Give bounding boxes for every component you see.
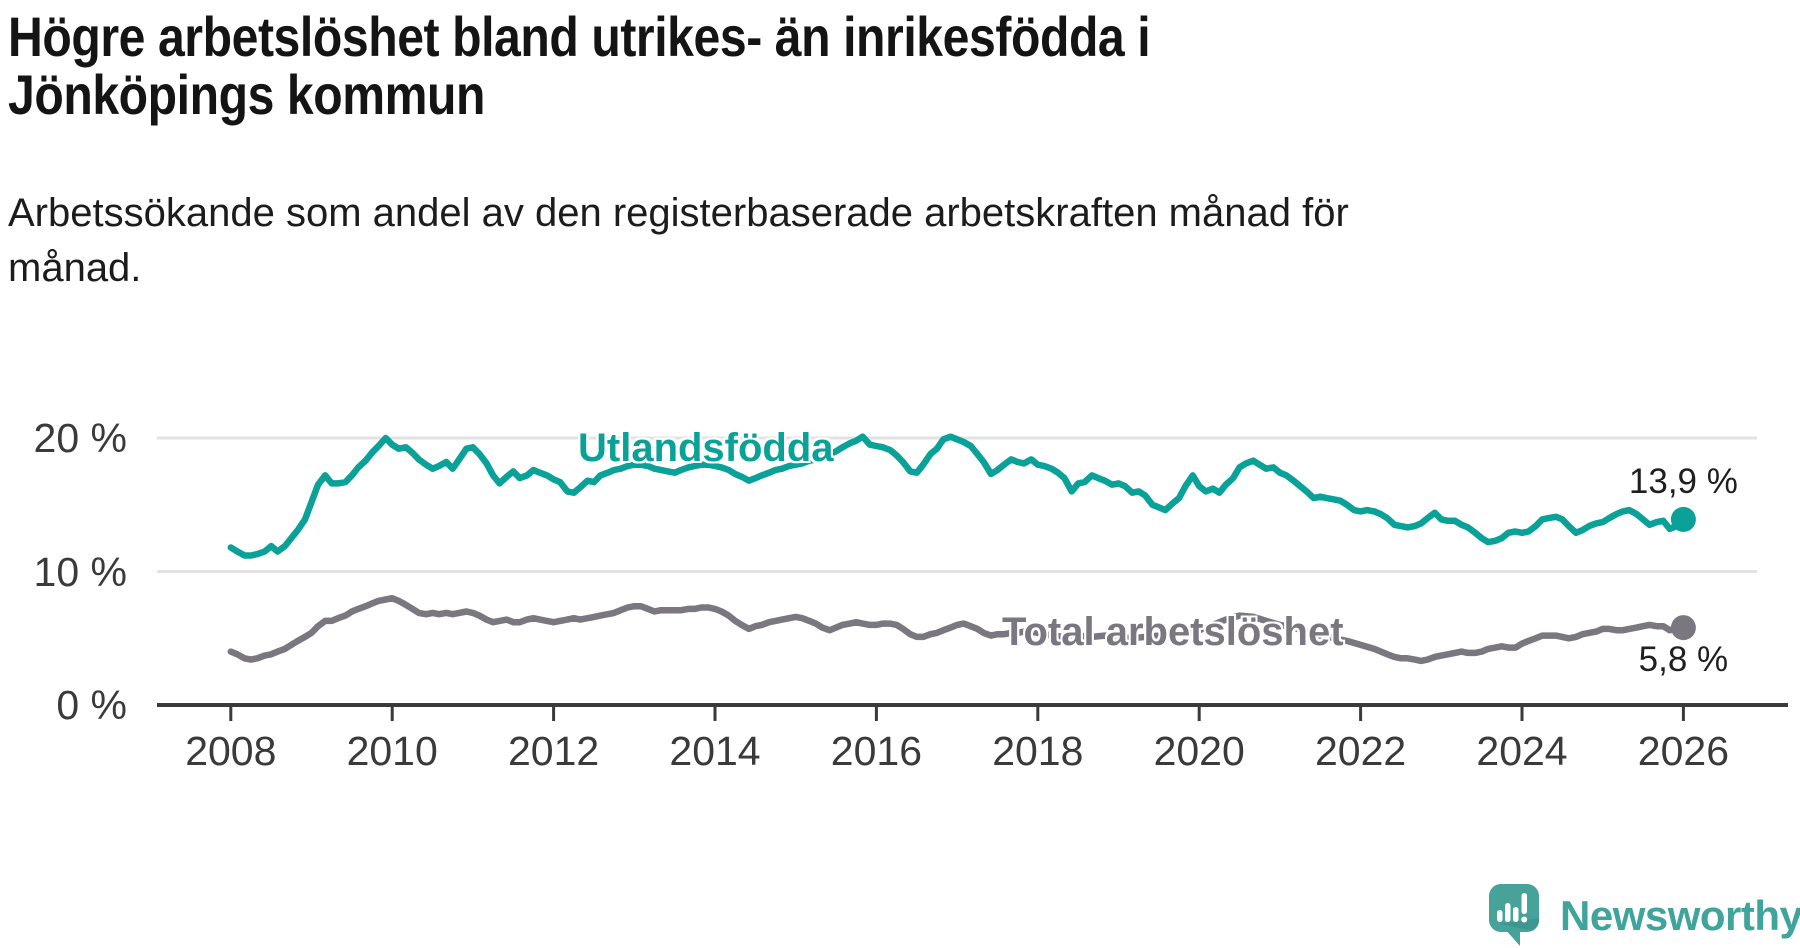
series-line-utlandsfodda <box>227 433 1687 559</box>
y-tick-label-10: 10 % <box>33 548 127 595</box>
title-line-2: Jönköpings kommun <box>8 63 486 126</box>
x-tick-label-2014: 2014 <box>669 728 761 774</box>
chart-subtitle: Arbetssökande som andel av den registerb… <box>8 186 1349 296</box>
page-title: Högre arbetslöshet bland utrikes- än inr… <box>8 5 1151 126</box>
y-tick-label-0: 0 % <box>56 682 127 728</box>
subtitle-line-2: månad. <box>8 246 142 290</box>
series-end-value-utlandsfodda: 13,9 % <box>1628 462 1738 502</box>
x-tick-label-2012: 2012 <box>507 728 600 774</box>
x-tick-label-2008: 2008 <box>185 728 277 774</box>
x-tick-label-2010: 2010 <box>346 728 438 774</box>
y-tick-label-20: 20 % <box>33 415 127 461</box>
subtitle-line-1: Arbetssökande som andel av den registerb… <box>8 191 1349 235</box>
series-line-total-arbetsloshet <box>227 594 1687 665</box>
x-tick-label-2024: 2024 <box>1476 728 1568 774</box>
title-line-1: Högre arbetslöshet bland utrikes- än inr… <box>8 5 1151 68</box>
x-tick-label-2018: 2018 <box>992 728 1084 774</box>
newsworthy-speech-bubble-bar-chart-icon <box>1489 884 1539 946</box>
newsworthy-logo-text: Newsworthy <box>1560 892 1800 939</box>
x-tick-label-2026: 2026 <box>1637 728 1729 774</box>
series-end-dot-total-arbetsloshet <box>1670 615 1696 641</box>
x-tick-label-2016: 2016 <box>830 728 922 774</box>
series-label-total-arbetsloshet: Total arbetslöshet <box>1002 610 1344 654</box>
newsworthy-logo: Newsworthy <box>1488 884 1800 948</box>
x-tick-label-2020: 2020 <box>1153 728 1245 774</box>
x-tick-label-2022: 2022 <box>1314 728 1407 774</box>
series-label-utlandsfodda: Utlandsfödda <box>578 426 834 470</box>
series-end-value-total-arbetsloshet: 5,8 % <box>1638 639 1729 679</box>
series-end-dot-utlandsfodda <box>1670 506 1696 532</box>
